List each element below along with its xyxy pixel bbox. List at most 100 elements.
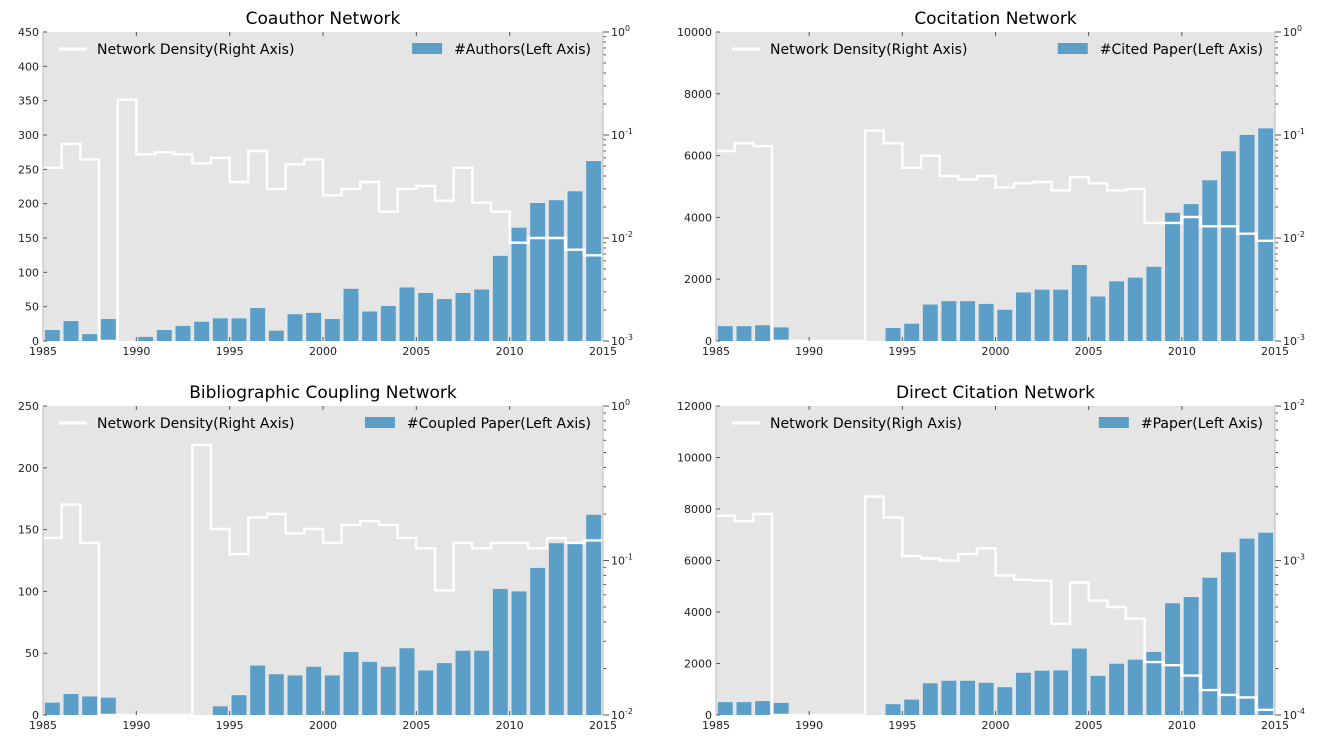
bar xyxy=(773,327,789,341)
tick-base: 10 xyxy=(1283,709,1297,722)
bar xyxy=(212,706,228,715)
bar xyxy=(324,675,340,715)
y-tick-label-left: 0 xyxy=(32,335,39,348)
bar xyxy=(250,665,266,715)
bar xyxy=(268,674,284,715)
bar xyxy=(717,326,733,341)
tick-exponent: 0 xyxy=(1297,24,1302,33)
bar xyxy=(287,314,303,341)
bar xyxy=(960,301,976,341)
bar xyxy=(418,670,434,715)
y-tick-label-left: 0 xyxy=(32,709,39,722)
x-tick-label: 2015 xyxy=(1261,719,1289,732)
bar xyxy=(287,675,303,715)
tick-exponent: 0 xyxy=(625,398,630,407)
x-tick-label: 1995 xyxy=(888,719,916,732)
bar xyxy=(717,702,733,715)
tick-exponent: -2 xyxy=(1297,230,1305,239)
bar xyxy=(436,299,452,341)
x-tick-label: 2015 xyxy=(589,345,617,358)
y-tick-label-right: 10-2 xyxy=(1283,230,1305,245)
y-tick-label-left: 0 xyxy=(705,709,712,722)
x-tick-label: 2010 xyxy=(1168,345,1196,358)
legend-item-bars: #Coupled Paper(Left Axis) xyxy=(407,416,591,432)
bar xyxy=(1183,204,1199,341)
tick-exponent: -2 xyxy=(625,707,633,716)
bar xyxy=(343,651,359,715)
bar xyxy=(1109,281,1125,341)
x-tick-label: 2000 xyxy=(982,345,1010,358)
bar xyxy=(1202,180,1218,341)
bar xyxy=(1220,151,1236,341)
x-tick-label: 2000 xyxy=(982,719,1010,732)
tick-exponent: -2 xyxy=(1297,398,1305,407)
legend-item-bars: #Authors(Left Axis) xyxy=(454,42,591,58)
bar xyxy=(941,301,957,341)
density-step-line xyxy=(716,129,1275,343)
bar xyxy=(418,292,434,341)
bar xyxy=(736,702,752,715)
x-tick-label: 1995 xyxy=(216,719,244,732)
tick-base: 10 xyxy=(611,709,625,722)
tick-base: 10 xyxy=(1283,26,1297,39)
tick-exponent: -3 xyxy=(625,333,633,342)
y-tick-label-left: 10000 xyxy=(677,26,712,39)
density-step-line xyxy=(716,495,1275,717)
legend-bar-swatch xyxy=(364,417,395,428)
x-tick-label: 2005 xyxy=(1075,719,1103,732)
y-tick-label-left: 6000 xyxy=(684,150,712,163)
bar xyxy=(997,687,1013,715)
bar xyxy=(1239,538,1255,715)
bar xyxy=(1071,648,1087,715)
y-tick-label-right: 10-1 xyxy=(611,553,633,568)
bar xyxy=(548,200,564,341)
y-tick-label-right: 100 xyxy=(611,24,630,39)
y-tick-label-left: 100 xyxy=(18,266,39,279)
bar xyxy=(530,202,546,341)
x-tick-label: 2010 xyxy=(496,345,524,358)
y-tick-label-right: 10-3 xyxy=(611,333,633,348)
bar xyxy=(212,318,228,341)
legend-bar-swatch xyxy=(1098,417,1129,428)
x-tick-label: 2005 xyxy=(1075,345,1103,358)
bar xyxy=(138,336,154,341)
bar xyxy=(773,702,789,715)
x-tick-label: 1995 xyxy=(216,345,244,358)
bar xyxy=(324,319,340,341)
y-tick-label-left: 450 xyxy=(18,26,39,39)
tick-exponent: -3 xyxy=(1297,333,1305,342)
tick-base: 10 xyxy=(1283,335,1297,348)
chart-panel-2: Cocitation Network 1985 1990 1995 2000 2005 20… xyxy=(677,9,1305,358)
tick-base: 10 xyxy=(1283,232,1297,245)
x-tick-label: 1985 xyxy=(702,719,730,732)
bar xyxy=(44,702,60,715)
bar xyxy=(1165,603,1180,715)
legend-item-density: Network Density(Right Axis) xyxy=(97,42,294,58)
x-tick-label: 1985 xyxy=(702,345,730,358)
bar xyxy=(1034,289,1050,341)
y-tick-label-left: 0 xyxy=(705,335,712,348)
legend-item-density: Network Density(Righ Axis) xyxy=(770,416,962,432)
bar xyxy=(343,288,359,341)
tick-base: 10 xyxy=(611,335,625,348)
legend-item-bars: #Paper(Left Axis) xyxy=(1141,416,1263,432)
bar xyxy=(1258,532,1274,715)
y-tick-label-left: 12000 xyxy=(677,400,712,413)
bar xyxy=(904,323,920,341)
bar xyxy=(1053,289,1069,341)
bar xyxy=(399,287,415,341)
bar xyxy=(1053,670,1069,715)
bar xyxy=(567,191,583,341)
y-tick-label-right: 100 xyxy=(1283,24,1302,39)
bar xyxy=(1127,659,1143,715)
y-tick-label-left: 400 xyxy=(18,60,39,73)
bar xyxy=(82,696,98,715)
bar xyxy=(1202,577,1218,715)
legend-item-density: Network Density(Right Axis) xyxy=(97,416,294,432)
x-tick-label: 2000 xyxy=(309,345,337,358)
bar xyxy=(380,305,396,341)
chart-title: Cocitation Network xyxy=(914,9,1077,29)
bar xyxy=(978,682,994,715)
y-tick-label-left: 8000 xyxy=(684,503,712,516)
